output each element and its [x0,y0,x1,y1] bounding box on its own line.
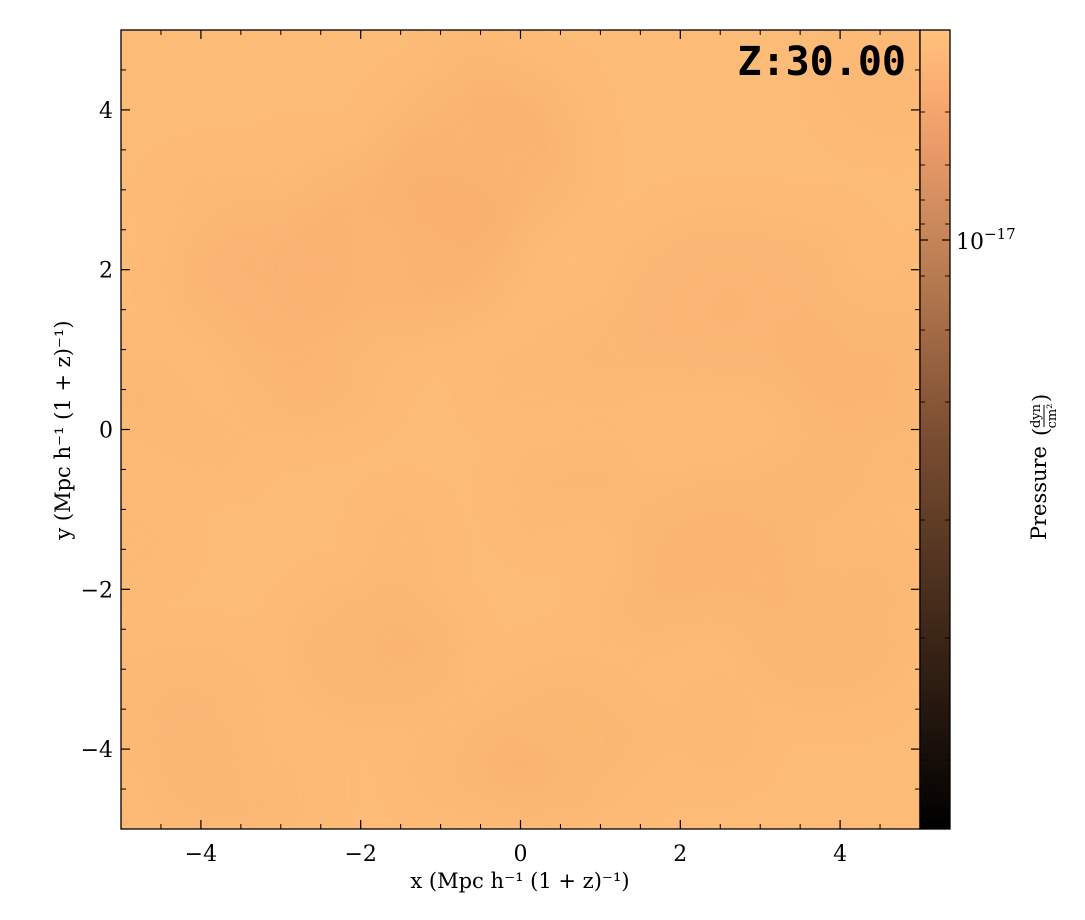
field-mottle [159,749,215,800]
field-mottle [121,653,257,765]
field-mottle [232,309,377,422]
field-mottle [373,605,438,685]
colorbar-tick-exponent: −17 [984,225,1016,243]
colorbar-minor-ticks [920,111,950,761]
redshift-annotation: Z:30.00 [737,39,906,85]
colorbar-gradient [920,30,950,829]
x-axis-label: x (Mpc h⁻¹ (1 + z)⁻¹) [410,869,629,893]
field-mottle [413,736,532,802]
field-mottle [597,596,667,634]
colorbar-label: Pressure ( dyn cm² ) [1027,394,1060,540]
colorbar-frame [919,29,951,830]
field-mottle [171,430,245,464]
field-mottle [448,36,504,94]
field-mottle [536,307,665,408]
colorbar-label-text: Pressure [1027,446,1051,540]
field-mottle [277,148,332,183]
field-mottle [204,743,320,829]
x-axis-ticks: −4 −2 0 2 4 [120,30,921,867]
colorbar-label-open-paren: ( [1029,428,1053,436]
y-axis-label: y (Mpc h⁻¹ (1 + z)⁻¹) [51,320,75,540]
field-mottle [886,266,920,339]
y-tick-label: −4 [81,738,113,763]
field-mottle [207,809,298,829]
field-mottle [165,171,277,220]
field-mottle [282,259,336,325]
field-mottle [382,198,486,261]
x-tick-label: 2 [673,842,687,867]
y-tick-label: 2 [99,259,113,284]
y-axis-ticks: −4 −2 0 2 4 [81,29,920,830]
colorbar-tick-label: 10−17 [956,225,1016,255]
field-mottle [196,228,293,300]
field-mottle [531,783,598,829]
field-mottle [744,575,905,700]
field-mottle [701,284,753,331]
field-mottle [301,186,395,224]
heatmap-field [121,30,920,829]
x-tick-label: 0 [514,842,528,867]
field-mottle [378,505,426,594]
field-mottle [788,459,869,534]
field-mottle [472,75,567,135]
field-mottle [121,358,191,442]
y-tick-label: 0 [99,419,113,444]
colorbar-unit-numerator: dyn [1029,403,1044,428]
field-mottle [840,50,920,127]
colorbar: 10−17 Pressure ( dyn cm² ) [919,29,1060,830]
field-mottle [121,512,171,571]
x-tick-label: −4 [185,842,217,867]
x-tick-label: 4 [833,842,847,867]
x-tick-label: −2 [344,842,376,867]
field-mottle [846,538,920,601]
colorbar-tick-base: 10 [956,230,984,255]
field-mottle [488,357,538,405]
colorbar-unit-denominator: cm² [1045,404,1060,429]
field-mottle [857,430,920,499]
colorbar-label-close-paren: ) [1029,394,1053,402]
field-mottle [565,445,636,511]
y-tick-label: −2 [81,578,113,603]
field-mottle [683,684,746,763]
field-mottle [518,449,568,536]
field-mottle [803,225,849,280]
field-mottle [792,358,912,429]
field-mottle [273,371,341,413]
y-tick-label: 4 [99,99,113,124]
